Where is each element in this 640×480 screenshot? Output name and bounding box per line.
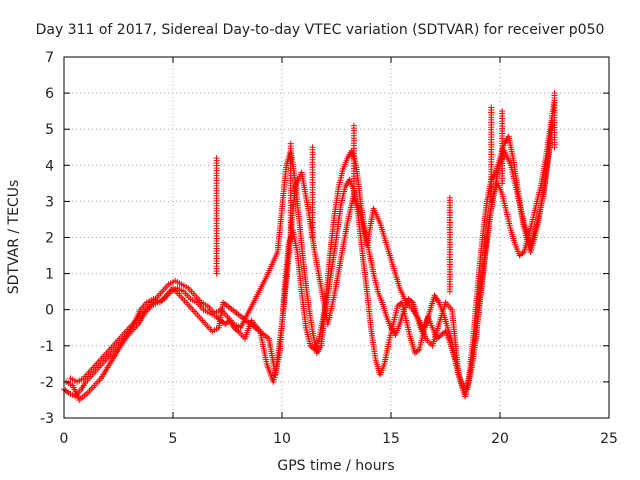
x-axis-tick-labels: 0 5 10 15 20 25: [60, 431, 618, 447]
data-point: [63, 388, 70, 395]
x-tick-label: 5: [169, 431, 178, 447]
y-tick-label: -3: [40, 411, 54, 427]
y-tick-label: 5: [45, 122, 54, 138]
x-tick-label: 0: [60, 431, 69, 447]
y-tick-label: 3: [45, 194, 54, 210]
y-tick-label: 7: [45, 50, 54, 66]
x-tick-label: 20: [491, 431, 509, 447]
x-tick-label: 15: [382, 431, 400, 447]
data-point: [287, 140, 294, 147]
data-point: [225, 318, 232, 325]
chart-title: Day 311 of 2017, Sidereal Day-to-day VTE…: [36, 22, 605, 38]
y-tick-label: 6: [45, 86, 54, 102]
data-points: [61, 90, 558, 403]
data-point: [309, 144, 316, 151]
data-point: [213, 155, 220, 162]
y-axis-label: SDTVAR / TECUs: [6, 180, 22, 295]
x-tick-label: 10: [273, 431, 291, 447]
y-axis-tick-labels: -3 -2 -1 0 1 2 3 4 5 6 7: [40, 50, 54, 427]
data-point: [519, 250, 526, 257]
y-tick-label: 2: [45, 231, 54, 247]
x-axis-label: GPS time / hours: [277, 458, 394, 474]
x-tick-label: 25: [600, 431, 618, 447]
data-point: [446, 194, 453, 201]
data-point: [414, 347, 421, 354]
axis-ticks: [63, 56, 610, 419]
y-tick-label: -1: [40, 339, 54, 355]
y-tick-label: -2: [40, 375, 54, 391]
data-point: [233, 327, 240, 334]
data-point: [350, 122, 357, 129]
data-point: [551, 90, 558, 97]
y-tick-label: 0: [45, 303, 54, 319]
data-point: [547, 140, 554, 147]
data-point: [408, 298, 415, 305]
data-point: [499, 108, 506, 115]
data-point: [488, 104, 495, 111]
y-tick-label: 1: [45, 267, 54, 283]
y-tick-label: 4: [45, 158, 54, 174]
